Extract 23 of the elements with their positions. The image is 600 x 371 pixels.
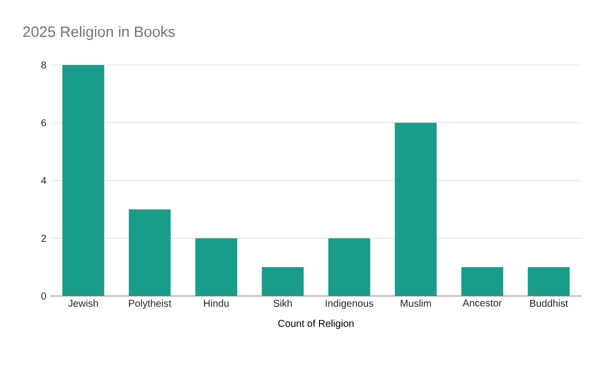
x-tick-label: Jewish [68,300,98,307]
y-tick-label: 4 [41,177,46,184]
x-tick-label: Polytheist [128,300,172,309]
bar [62,65,104,296]
bar [328,238,370,296]
y-tick-label: 0 [41,292,46,300]
bar [394,122,437,296]
x-axis-title: Count of Religion [278,320,354,329]
chart-title: 2025 Religion in Books [23,26,175,40]
x-tick-label: Buddhist [530,300,568,307]
bar [262,267,304,296]
x-tick-label: Ancestor [462,300,502,306]
bar [461,267,504,296]
y-tick-label: 8 [41,61,46,69]
y-tick-label: 6 [41,119,46,126]
bar [128,209,171,296]
x-tick-label: Indigenous [326,300,374,309]
x-tick-label: Sikh [274,300,292,307]
x-tick-label: Hindu [204,300,229,307]
bar [195,238,238,296]
x-tick-label: Muslim [400,300,431,307]
y-tick-label: 2 [41,234,46,242]
bar [528,267,570,296]
